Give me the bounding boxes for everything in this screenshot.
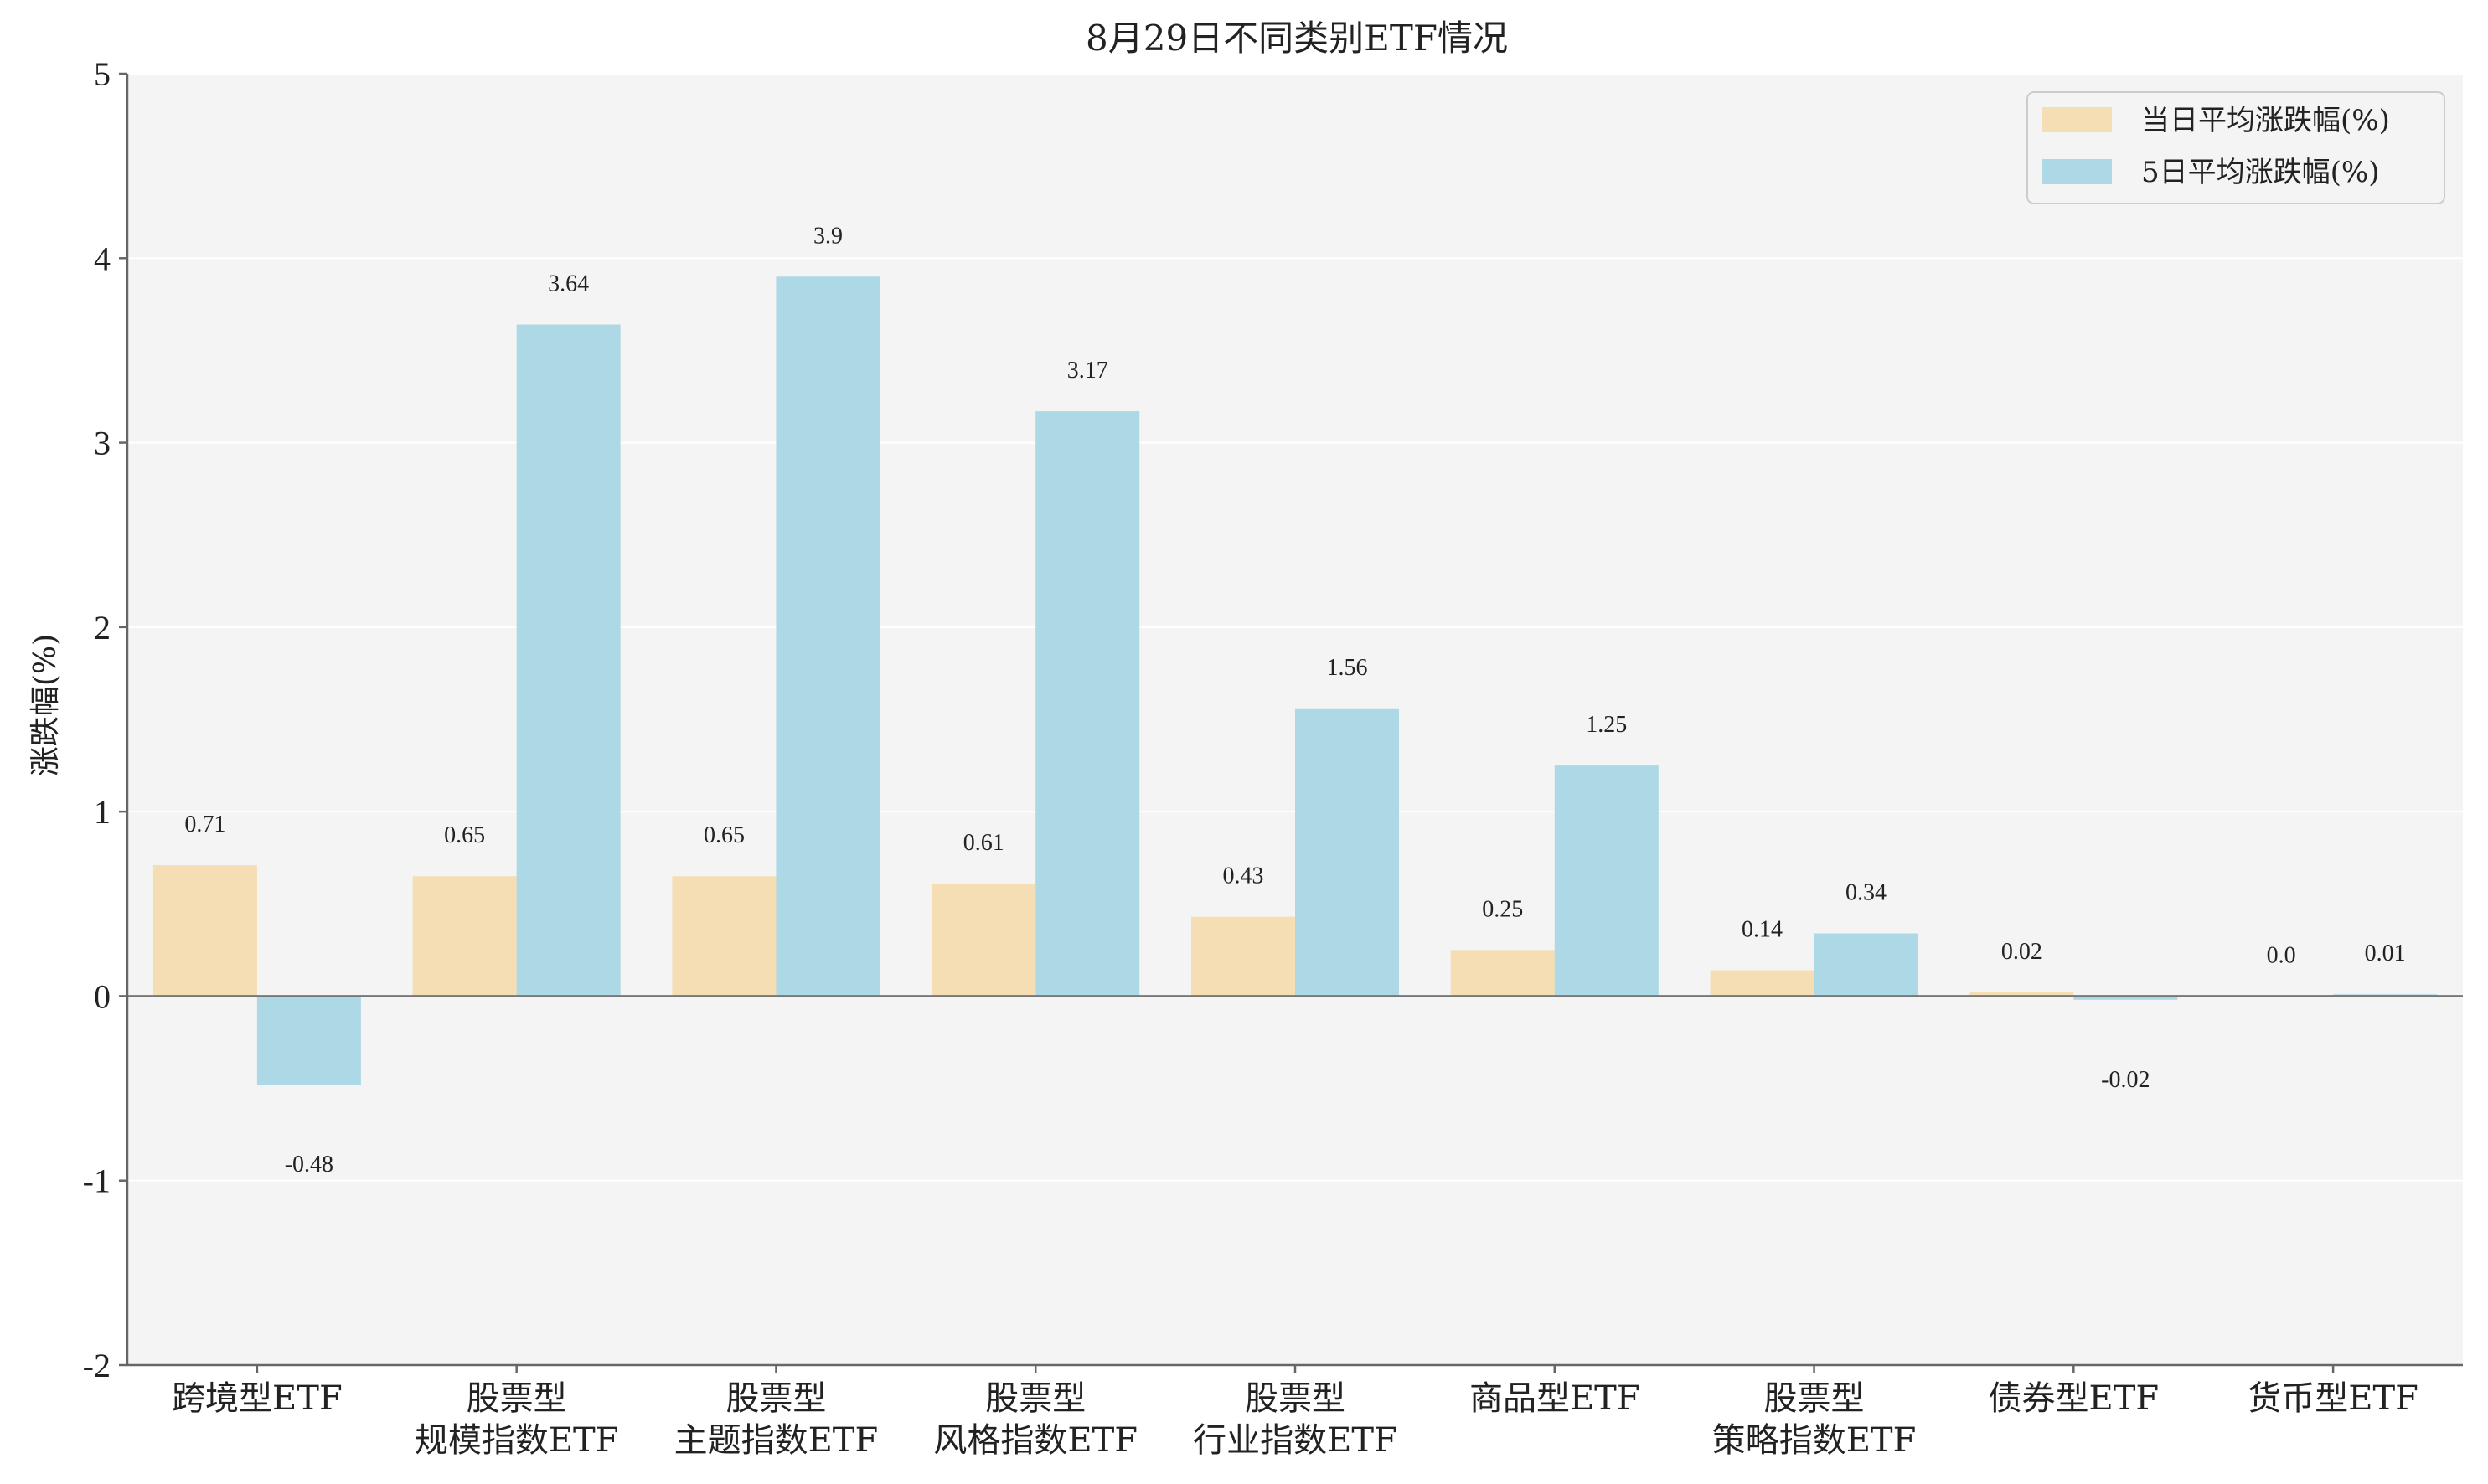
legend-box: [2026, 91, 2445, 204]
data-label-5day-6: 0.34: [1845, 880, 1887, 906]
x-tick-label: 规模指数ETF: [415, 1421, 619, 1460]
y-tick-label: 4: [94, 240, 111, 277]
bar-5day-0: [256, 996, 361, 1085]
x-tick-label: 股票型: [1245, 1379, 1345, 1418]
bar-daily-6: [1710, 970, 1814, 997]
bar-5day-6: [1814, 933, 1918, 997]
data-label-daily-5: 0.25: [1482, 896, 1523, 922]
data-label-5day-3: 3.17: [1067, 358, 1108, 384]
x-tick-label: 行业指数ETF: [1193, 1421, 1397, 1460]
data-label-5day-5: 1.25: [1586, 712, 1627, 738]
data-label-daily-0: 0.71: [184, 812, 225, 837]
data-label-daily-2: 0.65: [704, 822, 745, 848]
data-label-daily-1: 0.65: [444, 822, 485, 848]
y-tick-label: 2: [94, 609, 111, 647]
x-tick-label: 策略指数ETF: [1712, 1421, 1917, 1460]
data-labels: 0.71 0.65 0.65 0.61 0.43 0.25 0.14 0.02 0.0 -0.48…: [184, 223, 2405, 1177]
legend-swatch-daily: [2042, 107, 2112, 132]
bar-daily-0: [152, 865, 257, 997]
y-tick-label: 1: [94, 793, 111, 831]
x-tick-label: 股票型: [985, 1379, 1086, 1418]
x-tick-label: 跨境型ETF: [172, 1379, 343, 1418]
y-tick-label: 3: [94, 425, 111, 462]
legend-swatch-5day: [2042, 159, 2112, 184]
bar-daily-2: [672, 876, 777, 997]
data-label-daily-4: 0.43: [1223, 863, 1264, 889]
y-tick-label: 5: [94, 55, 111, 93]
bar-daily-7: [1969, 992, 2074, 997]
x-tick-label: 股票型: [1764, 1379, 1865, 1418]
legend: 当日平均涨跌幅(%) 5日平均涨跌幅(%): [2026, 91, 2445, 204]
data-label-daily-6: 0.14: [1742, 917, 1783, 943]
x-tick-label: 股票型: [467, 1379, 567, 1418]
x-tick-label: 商品型ETF: [1469, 1379, 1640, 1418]
data-label-5day-0: -0.48: [285, 1152, 333, 1177]
bar-daily-1: [412, 876, 517, 997]
data-label-daily-3: 0.61: [963, 830, 1004, 856]
data-label-daily-7: 0.02: [2001, 939, 2042, 965]
x-tick-label: 风格指数ETF: [933, 1421, 1138, 1460]
data-label-5day-2: 3.9: [813, 223, 843, 249]
legend-label-daily: 当日平均涨跌幅(%): [2141, 104, 2390, 137]
data-label-5day-4: 1.56: [1327, 655, 1368, 681]
x-axis-ticks: 跨境型ETF 股票型规模指数ETF股票型主题指数ETF股票型风格指数ETF股票型行…: [172, 1365, 2418, 1460]
y-axis-label: 涨跌幅(%): [28, 634, 63, 776]
x-tick-label: 股票型: [725, 1379, 826, 1418]
x-tick-label: 债券型ETF: [1989, 1379, 2160, 1418]
x-tick-label: 货币型ETF: [2248, 1379, 2418, 1418]
y-axis-ticks: -2 -1 0 1 2 3 4 5: [83, 55, 127, 1384]
bar-5day-7: [2073, 996, 2178, 1000]
data-label-5day-8: 0.01: [2365, 940, 2406, 966]
bars: [152, 276, 2438, 1085]
legend-label-5day: 5日平均涨跌幅(%): [2141, 156, 2379, 189]
x-tick-label: 主题指数ETF: [674, 1421, 879, 1460]
y-tick-label: 0: [94, 977, 111, 1015]
bar-5day-1: [516, 324, 621, 997]
chart-title: 8月29日不同类别ETF情况: [1086, 18, 1508, 59]
y-tick-label: -2: [83, 1347, 111, 1384]
bar-5day-2: [776, 276, 880, 997]
bar-daily-3: [932, 884, 1036, 997]
bar-5day-4: [1295, 708, 1399, 997]
data-label-5day-1: 3.64: [548, 271, 589, 297]
bar-5day-3: [1035, 411, 1140, 997]
y-tick-label: -1: [83, 1162, 111, 1200]
data-label-5day-7: -0.02: [2101, 1067, 2150, 1093]
data-label-daily-8: 0.0: [2267, 942, 2296, 968]
bar-daily-5: [1450, 950, 1555, 997]
bar-5day-5: [1554, 765, 1659, 997]
bar-daily-4: [1191, 916, 1295, 997]
